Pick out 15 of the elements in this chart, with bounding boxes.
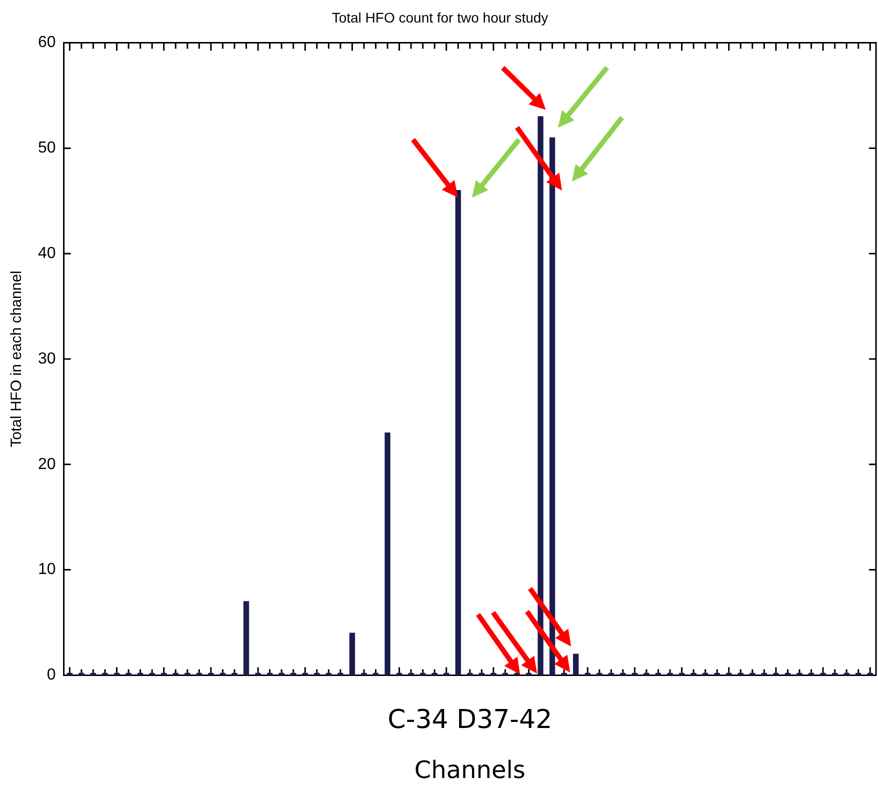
y-tick-label: 0 (46, 666, 56, 684)
bar (538, 116, 544, 676)
y-tick-label: 10 (38, 561, 56, 578)
bar (455, 190, 461, 676)
bar (549, 137, 556, 676)
text: C-34 D37-42 (388, 704, 552, 735)
y-tick-label: 20 (38, 456, 56, 473)
bar (384, 432, 390, 676)
y-tick-label: 30 (38, 350, 56, 368)
x-axis-title: Channels (414, 756, 526, 784)
y-tick-label: 40 (38, 245, 56, 262)
y-axis-title: Total HFO in each channel (8, 270, 26, 448)
y-tick-label: 60 (38, 34, 56, 52)
y-tick-label: 50 (38, 140, 56, 157)
chart-title: Total HFO count for two hour study (332, 9, 548, 26)
